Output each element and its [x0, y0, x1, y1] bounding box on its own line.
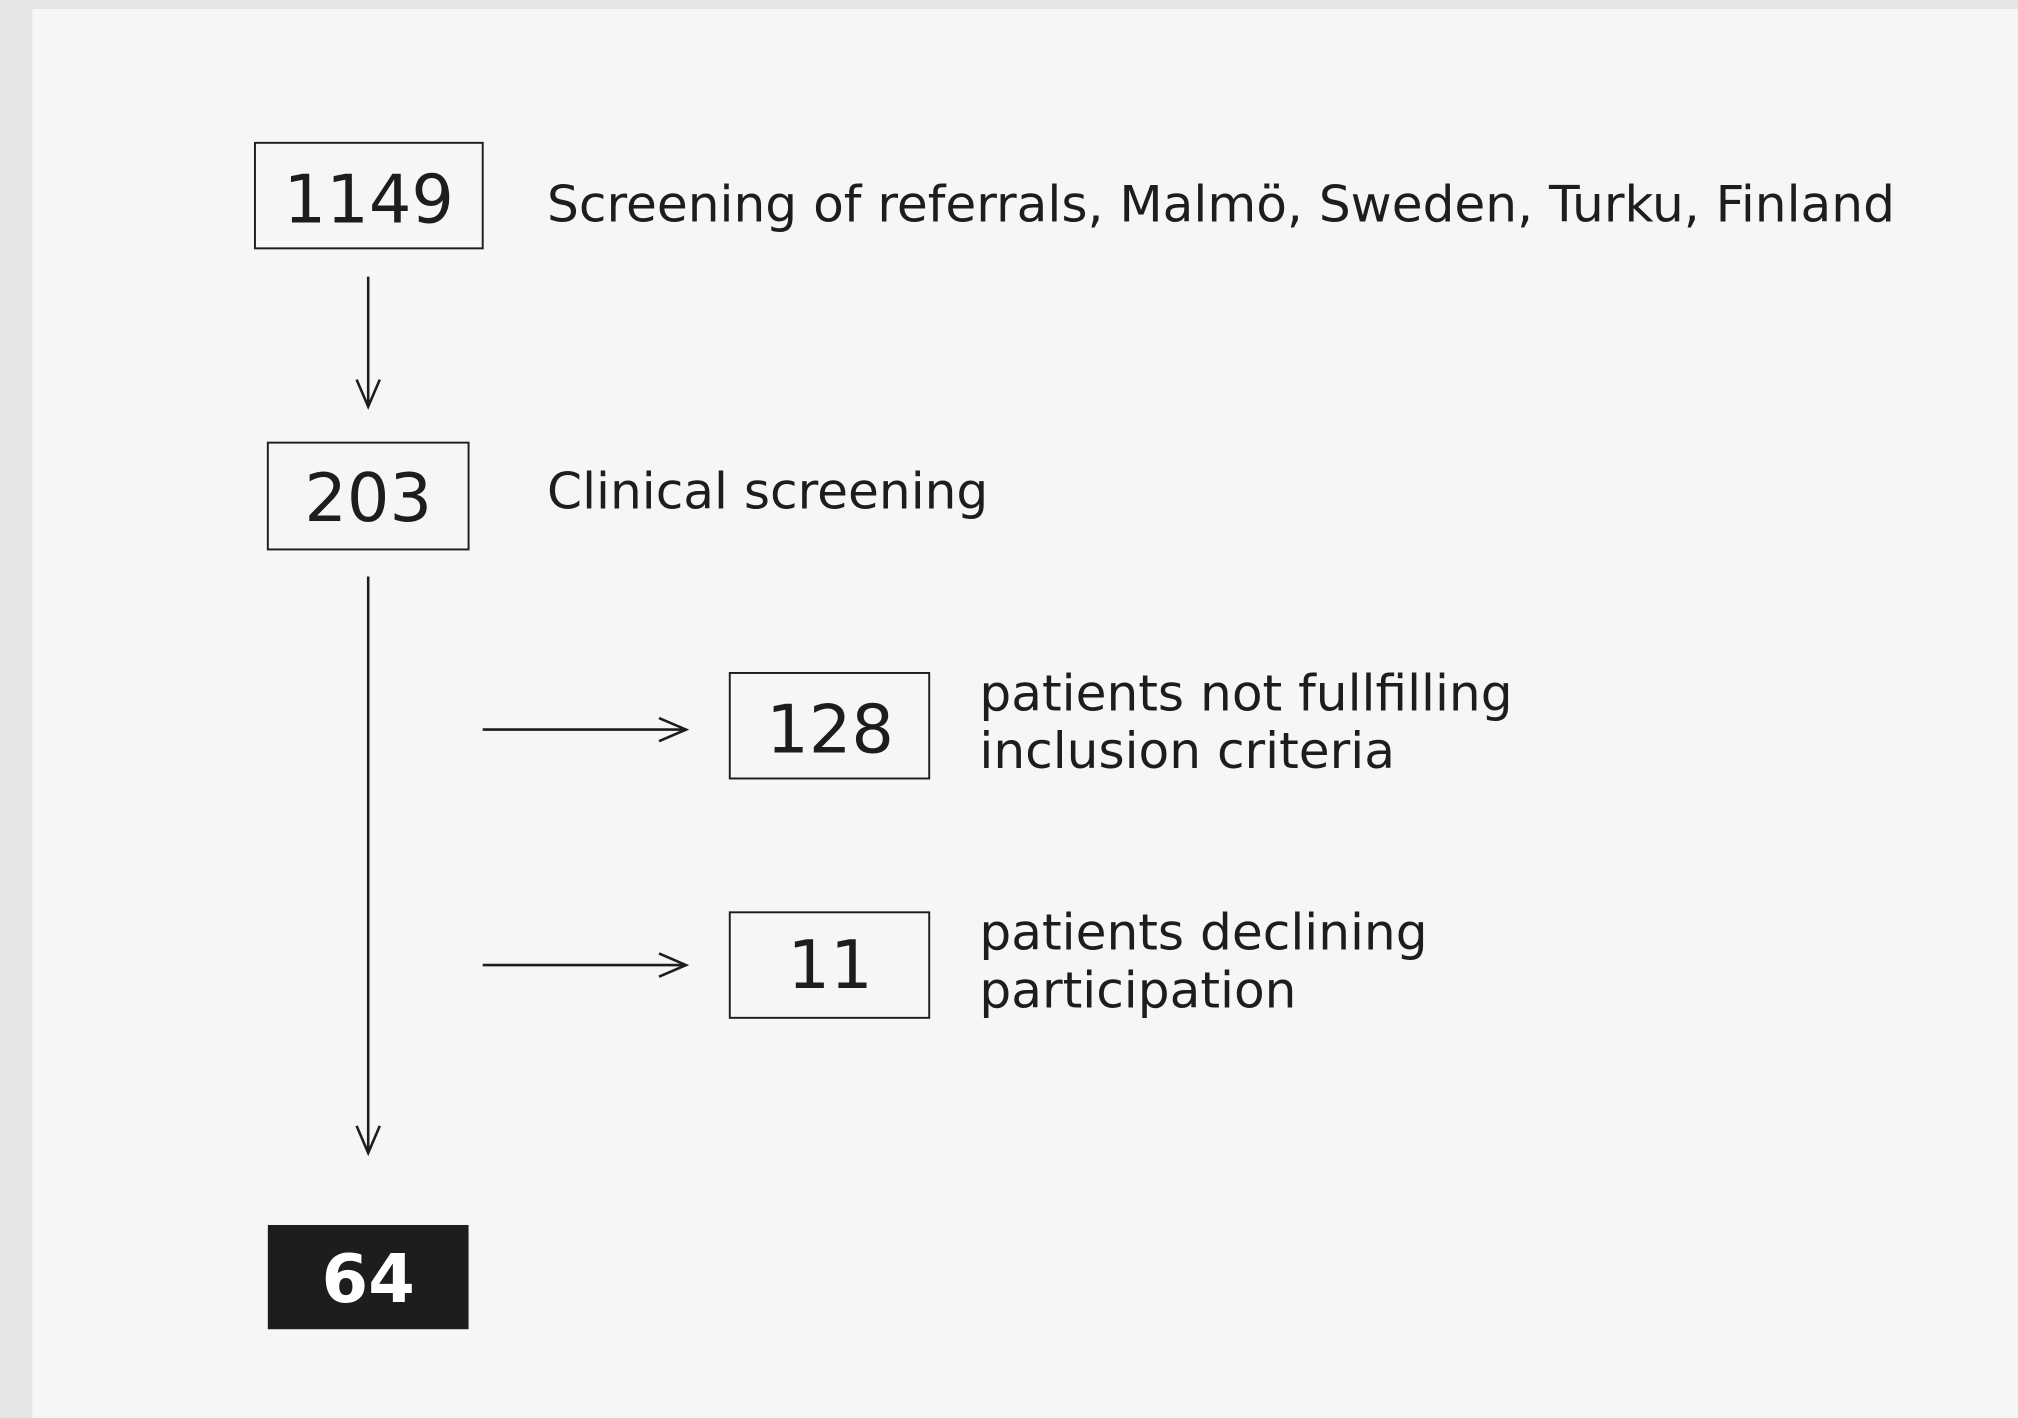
count-box	[728, 672, 931, 780]
count: 128	[766, 691, 894, 769]
node-label: patients not fullfilling	[979, 663, 1512, 722]
node-label: patients declining	[979, 903, 1427, 962]
count: 1149	[284, 161, 454, 239]
arrow-head	[355, 1125, 381, 1157]
node-label: inclusion criteria	[979, 721, 1395, 780]
result-box	[267, 1224, 469, 1330]
arrow-head	[658, 952, 690, 978]
count-box	[728, 911, 931, 1019]
panel	[32, 9, 2018, 1418]
count: 11	[788, 926, 873, 1004]
arrow-head	[355, 379, 381, 410]
node-label: Clinical screening	[547, 461, 988, 520]
count: 203	[304, 459, 432, 537]
count-box	[266, 441, 470, 551]
count-box	[253, 141, 484, 250]
count: 64	[322, 1240, 415, 1318]
node-label: Screening of referrals, Malmö, Sweden, T…	[547, 174, 1895, 233]
node-label: participation	[979, 961, 1296, 1020]
arrow-head	[658, 716, 690, 743]
